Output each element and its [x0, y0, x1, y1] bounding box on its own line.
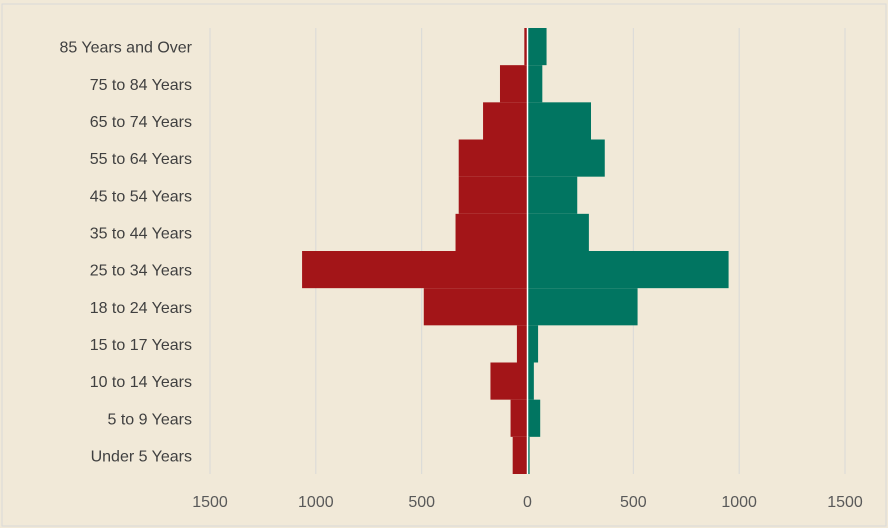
- right-bar-2: [527, 362, 534, 400]
- category-label: 45 to 54 Years: [90, 188, 192, 205]
- right-bar-10: [527, 65, 543, 103]
- right-bar-3: [527, 325, 539, 363]
- left-bar-2: [490, 362, 528, 400]
- left-bar-10: [499, 65, 528, 103]
- left-bar-5: [302, 251, 528, 289]
- right-bar-8: [527, 139, 605, 177]
- chart-area-border: [1, 3, 887, 527]
- category-label: Under 5 Years: [91, 448, 192, 465]
- category-axis-labels: Under 5 Years 5 to 9 Years 10 to 14 Years 1…: [59, 40, 192, 466]
- x-tick-label: 500: [408, 494, 435, 511]
- category-label: 15 to 17 Years: [90, 337, 192, 354]
- category-label: 5 to 9 Years: [107, 411, 192, 428]
- right-bar-9: [527, 102, 591, 140]
- category-label: 55 to 64 Years: [90, 151, 192, 168]
- category-label: 85 Years and Over: [59, 40, 192, 57]
- left-bar-3: [516, 325, 528, 363]
- left-bar-4: [423, 288, 528, 326]
- left-bar-6: [455, 213, 528, 251]
- category-label: 18 to 24 Years: [90, 300, 192, 317]
- x-tick-label: 500: [620, 494, 647, 511]
- left-bar-8: [458, 139, 528, 177]
- x-tick-label: 0: [523, 494, 532, 511]
- right-bar-1: [527, 399, 541, 437]
- category-label: 25 to 34 Years: [90, 263, 192, 280]
- left-bar-0: [512, 436, 528, 474]
- category-label: 35 to 44 Years: [90, 225, 192, 242]
- right-bar-4: [527, 288, 638, 326]
- right-bar-11: [527, 28, 547, 66]
- category-label: 65 to 74 Years: [90, 114, 192, 131]
- category-label: 10 to 14 Years: [90, 374, 192, 391]
- bars: [302, 28, 729, 474]
- right-bar-7: [527, 176, 578, 214]
- value-axis-labels: 1500 1000 500 0 500 1000 1500: [192, 494, 863, 511]
- gridlines: [209, 28, 846, 474]
- left-bar-7: [458, 176, 528, 214]
- left-bar-11: [524, 28, 528, 66]
- category-label: 75 to 84 Years: [90, 77, 192, 94]
- x-tick-label: 1000: [721, 494, 757, 511]
- right-bar-6: [527, 213, 589, 251]
- left-bar-9: [483, 102, 528, 140]
- left-bar-1: [510, 399, 528, 437]
- right-bar-5: [527, 251, 729, 289]
- x-tick-label: 1500: [827, 494, 863, 511]
- x-tick-label: 1500: [192, 494, 228, 511]
- x-tick-label: 1000: [298, 494, 334, 511]
- right-bar-0: [527, 436, 530, 474]
